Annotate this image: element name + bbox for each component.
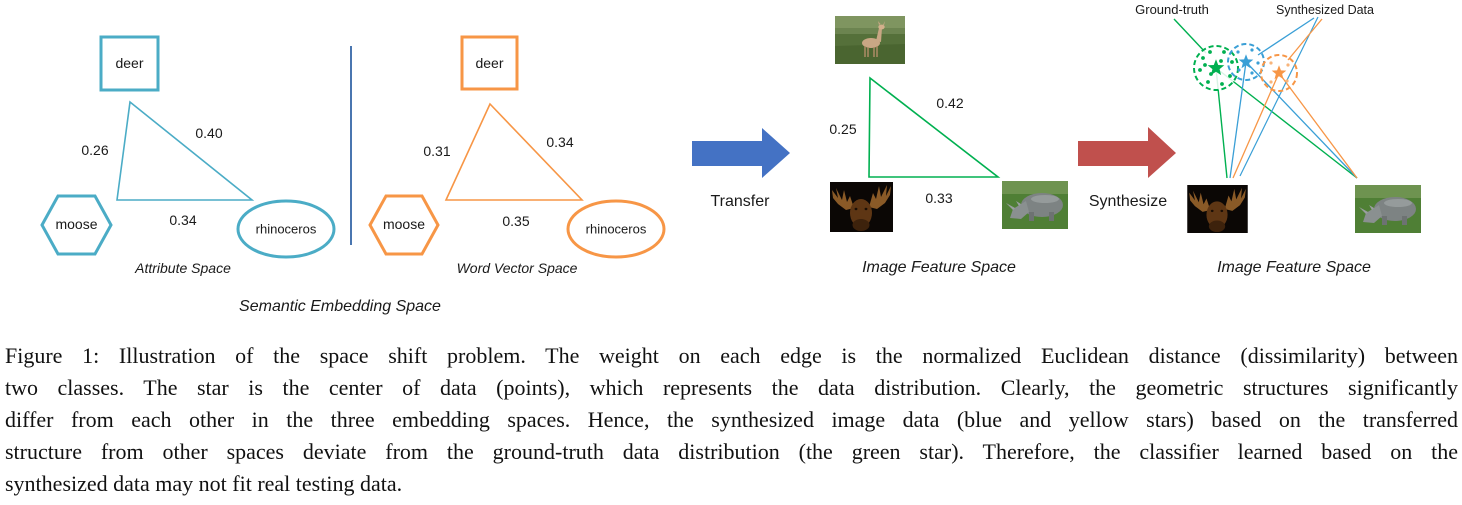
synthesized-blue-long-edge <box>1239 16 1319 177</box>
ground-truth-star <box>1207 59 1225 76</box>
word-vector-space-title: Word Vector Space <box>457 260 578 276</box>
ground-truth-pointer <box>1173 18 1207 54</box>
moose-node <box>368 194 440 256</box>
rhinoceros-node-label: rhinoceros <box>256 222 317 237</box>
synthesized-blue-edge-moose <box>1229 61 1247 179</box>
edge-weight-deer-rhinoceros: 0.40 <box>195 125 222 141</box>
moose-node-label: moose <box>383 216 425 232</box>
edge-weight-moose-rhinoceros: 0.33 <box>925 190 952 206</box>
ground-truth-edge-rhinoceros <box>1215 67 1358 179</box>
edge-weight-moose-rhinoceros: 0.34 <box>169 212 196 228</box>
rhinoceros-node <box>566 199 666 259</box>
edge-weight-deer-moose: 0.31 <box>423 143 450 159</box>
word-vector-triangle <box>444 102 584 201</box>
synthesized-orange-edge-rhinoceros <box>1278 72 1358 179</box>
figure-caption: Figure 1: Illustration of the space shif… <box>5 340 1458 500</box>
attribute-space-panel: deer moose rhinoceros 0.26 0.40 0.34 Att… <box>40 35 336 276</box>
ground-truth-legend: Ground-truth <box>1135 2 1209 17</box>
caption-label: Figure 1: <box>5 343 100 368</box>
deer-node <box>99 35 160 92</box>
synthesized-blue-points <box>1236 48 1260 75</box>
caption-line: structure from other spaces deviate from… <box>5 439 1458 464</box>
synthesize-arrow <box>1078 127 1176 178</box>
rhinoceros-photo <box>1355 185 1421 233</box>
synthesized-orange-pointer <box>1287 18 1323 61</box>
caption-line: synthesized data may not fit real testin… <box>5 471 403 496</box>
attribute-space-title: Attribute Space <box>134 260 231 276</box>
caption-line: two classes. The star is the center of d… <box>5 375 1458 400</box>
caption-line: differ from each other in the three embe… <box>5 407 1458 432</box>
edge-weight-deer-moose: 0.25 <box>829 121 856 137</box>
transfer-arrow <box>692 128 790 178</box>
edge-weight-moose-rhinoceros: 0.35 <box>502 213 529 229</box>
word-vector-space-panel: deer moose rhinoceros 0.31 0.34 0.35 Wor… <box>368 35 666 276</box>
deer-node <box>460 35 519 91</box>
synthesized-space-title: Image Feature Space <box>1217 259 1371 276</box>
edge-weight-deer-rhinoceros: 0.34 <box>546 134 573 150</box>
caption-line: Figure 1: Illustration of the space shif… <box>5 340 1458 372</box>
edge-weight-deer-rhinoceros: 0.42 <box>936 95 963 111</box>
image-feature-triangle <box>868 76 1001 178</box>
attribute-triangle <box>116 100 255 201</box>
synthesized-blue-edge-rhinoceros <box>1245 61 1358 179</box>
deer-node-label: deer <box>475 55 503 71</box>
moose-node-label: moose <box>55 216 97 232</box>
synthesized-blue-pointer <box>1257 17 1315 56</box>
edge-weight-deer-moose: 0.26 <box>81 142 108 158</box>
synthesized-data-legend: Synthesized Data <box>1276 3 1374 17</box>
deer-node-label: deer <box>115 55 143 71</box>
deer-photo <box>835 16 905 64</box>
rhinoceros-photo <box>1002 181 1068 229</box>
moose-photo <box>1187 185 1248 233</box>
transfer-label: Transfer <box>711 193 771 210</box>
moose-photo <box>830 182 893 232</box>
caption-text: Illustration of the space shift problem.… <box>118 343 1458 368</box>
synthesize-label: Synthesize <box>1089 193 1167 210</box>
synthesized-orange-distribution <box>1260 54 1298 92</box>
figure-diagram: deer moose rhinoceros 0.26 0.40 0.34 Att… <box>40 2 1421 315</box>
synthesized-blue-star <box>1238 54 1254 69</box>
semantic-embedding-space-title: Semantic Embedding Space <box>239 298 441 315</box>
rhinoceros-node-label: rhinoceros <box>586 222 647 237</box>
synthesized-space-panel: Ground-truth Synthesized Data Image Feat… <box>1135 2 1421 276</box>
synthesized-orange-star <box>1271 65 1287 80</box>
rhinoceros-node <box>236 199 336 259</box>
image-feature-space-title: Image Feature Space <box>862 259 1016 276</box>
synthesized-orange-edge-moose <box>1232 72 1280 179</box>
moose-node <box>40 194 113 256</box>
image-feature-space-panel: 0.42 0.25 0.33 Image Feature Space <box>829 16 1068 276</box>
synthesized-orange-points <box>1269 61 1290 84</box>
